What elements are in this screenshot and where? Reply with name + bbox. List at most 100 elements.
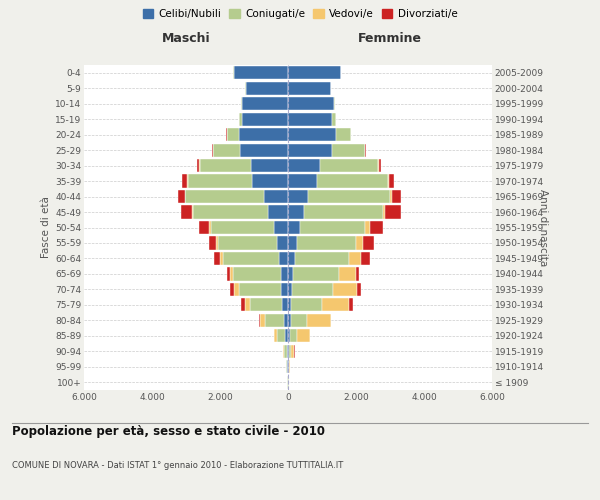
- Bar: [200, 159, 251, 172]
- Bar: [242, 97, 288, 110]
- Bar: [245, 298, 250, 312]
- Bar: [390, 190, 392, 203]
- Y-axis label: Fasce di età: Fasce di età: [41, 196, 51, 258]
- Bar: [234, 283, 239, 296]
- Bar: [284, 314, 288, 327]
- Text: COMUNE DI NOVARA - Dati ISTAT 1° gennaio 2010 - Elaborazione TUTTITALIA.IT: COMUNE DI NOVARA - Dati ISTAT 1° gennaio…: [12, 460, 343, 469]
- Bar: [212, 144, 213, 156]
- Bar: [364, 236, 374, 250]
- Bar: [288, 174, 317, 188]
- Bar: [288, 97, 334, 110]
- Bar: [370, 221, 383, 234]
- Y-axis label: Anni di nascita: Anni di nascita: [538, 189, 548, 266]
- Bar: [227, 268, 230, 280]
- Bar: [239, 283, 281, 296]
- Bar: [289, 344, 291, 358]
- Bar: [197, 159, 199, 172]
- Bar: [287, 344, 288, 358]
- Bar: [268, 206, 288, 218]
- Bar: [241, 97, 242, 110]
- Text: Femmine: Femmine: [358, 32, 422, 45]
- Bar: [300, 221, 365, 234]
- Bar: [277, 236, 288, 250]
- Legend: Celibi/Nubili, Coniugati/e, Vedovi/e, Divorziati/e: Celibi/Nubili, Coniugati/e, Vedovi/e, Di…: [139, 5, 461, 24]
- Bar: [288, 330, 290, 342]
- Bar: [296, 236, 356, 250]
- Bar: [288, 144, 332, 156]
- Bar: [334, 97, 335, 110]
- Bar: [361, 252, 370, 265]
- Bar: [288, 252, 295, 265]
- Bar: [230, 268, 233, 280]
- Bar: [295, 252, 349, 265]
- Bar: [335, 128, 351, 141]
- Bar: [349, 298, 353, 312]
- Bar: [296, 330, 310, 342]
- Bar: [241, 144, 288, 156]
- Bar: [288, 206, 304, 218]
- Bar: [287, 360, 288, 374]
- Bar: [288, 236, 296, 250]
- Bar: [211, 221, 274, 234]
- Bar: [215, 236, 218, 250]
- Bar: [199, 221, 209, 234]
- Bar: [392, 190, 401, 203]
- Bar: [379, 159, 382, 172]
- Bar: [274, 330, 277, 342]
- Bar: [332, 144, 365, 156]
- Bar: [291, 344, 295, 358]
- Bar: [332, 112, 335, 126]
- Bar: [288, 112, 332, 126]
- Bar: [292, 298, 322, 312]
- Bar: [304, 206, 383, 218]
- Bar: [291, 314, 307, 327]
- Bar: [322, 298, 349, 312]
- Text: Popolazione per età, sesso e stato civile - 2010: Popolazione per età, sesso e stato civil…: [12, 425, 325, 438]
- Bar: [320, 159, 378, 172]
- Bar: [288, 298, 292, 312]
- Bar: [290, 330, 296, 342]
- Bar: [245, 82, 288, 95]
- Bar: [178, 190, 185, 203]
- Bar: [227, 128, 239, 141]
- Bar: [214, 252, 220, 265]
- Bar: [385, 206, 401, 218]
- Bar: [288, 268, 293, 280]
- Bar: [265, 314, 284, 327]
- Bar: [213, 144, 241, 156]
- Bar: [288, 128, 335, 141]
- Bar: [209, 236, 215, 250]
- Bar: [288, 66, 341, 80]
- Bar: [277, 330, 285, 342]
- Bar: [253, 174, 288, 188]
- Bar: [239, 128, 288, 141]
- Bar: [282, 298, 288, 312]
- Bar: [281, 268, 288, 280]
- Bar: [279, 252, 288, 265]
- Bar: [239, 112, 242, 126]
- Bar: [288, 344, 289, 358]
- Bar: [188, 174, 253, 188]
- Bar: [288, 159, 320, 172]
- Bar: [241, 298, 245, 312]
- Bar: [218, 236, 277, 250]
- Bar: [286, 360, 287, 374]
- Bar: [389, 174, 394, 188]
- Bar: [284, 344, 287, 358]
- Bar: [288, 82, 331, 95]
- Bar: [356, 268, 359, 280]
- Bar: [285, 330, 288, 342]
- Bar: [357, 283, 361, 296]
- Bar: [365, 221, 370, 234]
- Bar: [185, 190, 263, 203]
- Bar: [181, 206, 193, 218]
- Bar: [209, 221, 211, 234]
- Bar: [289, 360, 290, 374]
- Bar: [307, 314, 331, 327]
- Bar: [288, 314, 291, 327]
- Bar: [220, 252, 223, 265]
- Bar: [233, 268, 281, 280]
- Bar: [340, 268, 356, 280]
- Bar: [260, 314, 265, 327]
- Bar: [288, 190, 308, 203]
